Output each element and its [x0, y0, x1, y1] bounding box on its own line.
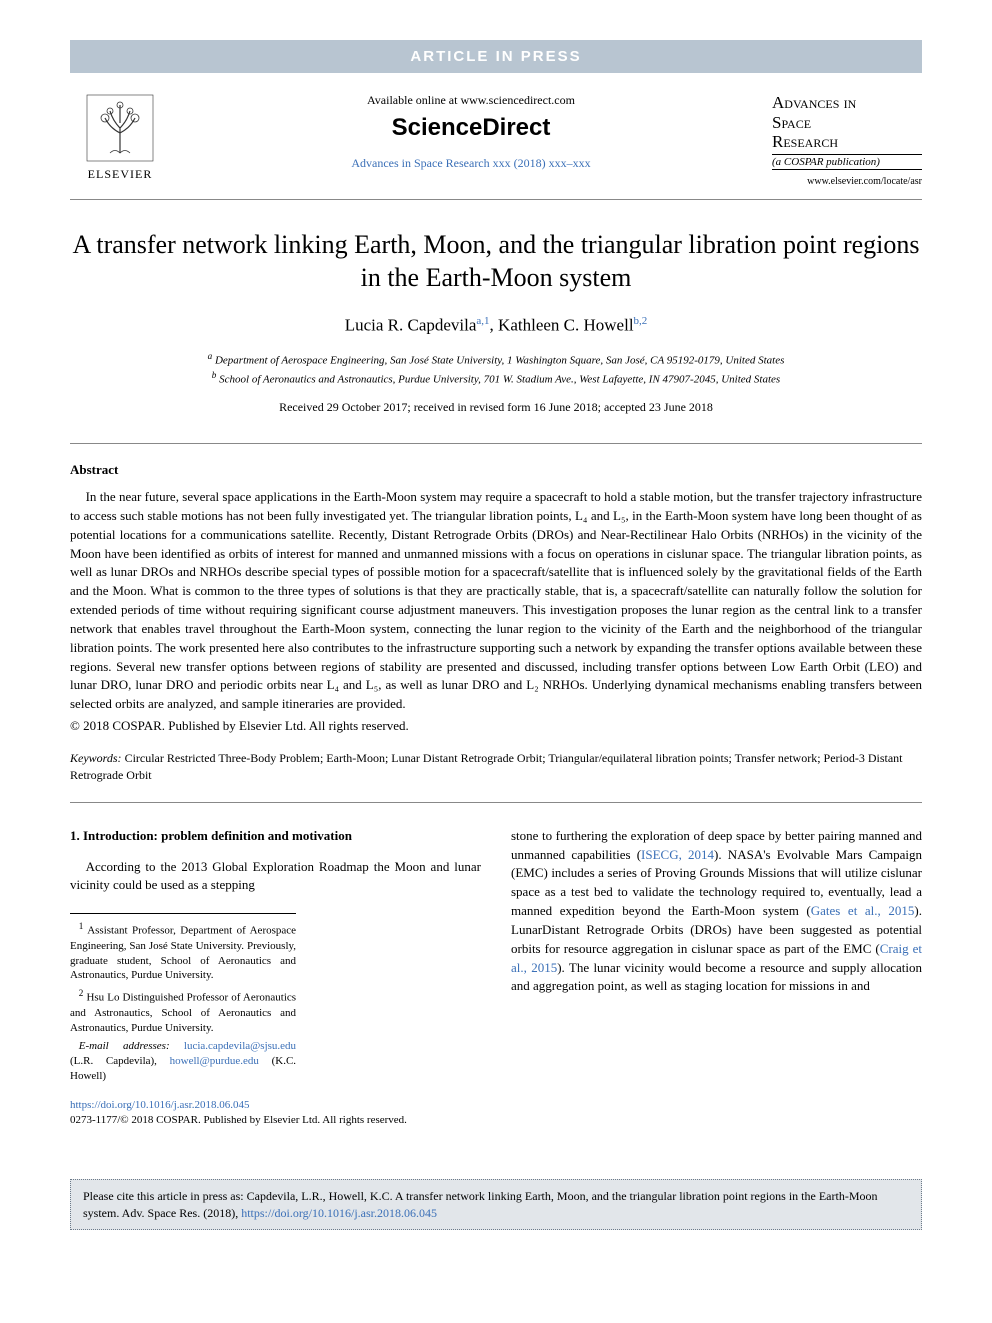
abstract-heading: Abstract: [70, 462, 922, 478]
journal-url: www.elsevier.com/locate/asr: [772, 176, 922, 187]
keywords-text: Circular Restricted Three-Body Problem; …: [70, 751, 903, 782]
email-name-1: (L.R. Capdevila),: [70, 1055, 157, 1067]
affiliation-b: School of Aeronautics and Astronautics, …: [219, 374, 780, 386]
journal-name-line3: Research: [772, 132, 838, 151]
ref-gates-2015[interactable]: Gates et al., 2015: [811, 903, 915, 918]
divider-bottom: [70, 802, 922, 803]
journal-header: ELSEVIER Available online at www.science…: [70, 93, 922, 200]
divider-top: [70, 443, 922, 444]
left-col-para-1: According to the 2013 Global Exploration…: [70, 858, 481, 896]
keywords-block: Keywords: Circular Restricted Three-Body…: [70, 750, 922, 784]
abstract-body: In the near future, several space applic…: [70, 488, 922, 714]
email-label: E-mail addresses:: [79, 1040, 170, 1052]
author-1-affil-link[interactable]: a,1: [476, 315, 489, 327]
author-1-name: Lucia R. Capdevila: [345, 316, 477, 335]
publisher-block: ELSEVIER: [70, 93, 170, 182]
article-title: A transfer network linking Earth, Moon, …: [70, 228, 922, 296]
body-columns: 1. Introduction: problem definition and …: [70, 827, 922, 1129]
affiliations: a Department of Aerospace Engineering, S…: [70, 350, 922, 388]
journal-citation-link[interactable]: Advances in Space Research xxx (2018) xx…: [351, 156, 590, 170]
ref-isecg-2014[interactable]: ISECG, 2014: [641, 847, 714, 862]
journal-name-line2: Space: [772, 113, 811, 132]
journal-title-block: Advances in Space Research (a COSPAR pub…: [772, 93, 922, 187]
right-col-para-1: stone to furthering the exploration of d…: [511, 827, 922, 997]
journal-subtitle: (a COSPAR publication): [772, 154, 922, 170]
journal-name-line1: Advances in: [772, 93, 856, 112]
doi-block: https://doi.org/10.1016/j.asr.2018.06.04…: [70, 1098, 481, 1129]
right-col-text-d: ). The lunar vicinity would become a res…: [511, 960, 922, 994]
footnote-2: Hsu Lo Distinguished Professor of Aerona…: [70, 992, 296, 1034]
email-link-2[interactable]: howell@purdue.edu: [170, 1055, 259, 1067]
article-in-press-banner: ARTICLE IN PRESS: [70, 40, 922, 73]
issn-copyright: 0273-1177/© 2018 COSPAR. Published by El…: [70, 1114, 407, 1126]
keywords-label: Keywords:: [70, 751, 122, 765]
email-link-1[interactable]: lucia.capdevila@sjsu.edu: [184, 1040, 296, 1052]
footnote-1: Assistant Professor, Department of Aeros…: [70, 925, 296, 982]
publisher-name: ELSEVIER: [88, 167, 153, 182]
author-2-name: Kathleen C. Howell: [498, 316, 634, 335]
left-column: 1. Introduction: problem definition and …: [70, 827, 481, 1129]
section-1-heading: 1. Introduction: problem definition and …: [70, 827, 481, 846]
copyright-line: © 2018 COSPAR. Published by Elsevier Ltd…: [70, 718, 922, 734]
authors-line: Lucia R. Capdevilaa,1, Kathleen C. Howel…: [70, 315, 922, 336]
sciencedirect-logo: ScienceDirect: [190, 114, 752, 142]
article-dates: Received 29 October 2017; received in re…: [70, 400, 922, 415]
header-center: Available online at www.sciencedirect.co…: [170, 93, 772, 171]
citation-doi-link[interactable]: https://doi.org/10.1016/j.asr.2018.06.04…: [241, 1206, 437, 1220]
doi-link[interactable]: https://doi.org/10.1016/j.asr.2018.06.04…: [70, 1099, 249, 1111]
affiliation-a: Department of Aerospace Engineering, San…: [215, 355, 784, 367]
footnotes-block: 1 Assistant Professor, Department of Aer…: [70, 913, 296, 1084]
author-2-affil-link[interactable]: b,2: [634, 315, 648, 327]
citation-text: Please cite this article in press as: Ca…: [83, 1189, 878, 1220]
available-online-text: Available online at www.sciencedirect.co…: [190, 93, 752, 108]
right-column: stone to furthering the exploration of d…: [511, 827, 922, 1129]
citation-box: Please cite this article in press as: Ca…: [70, 1179, 922, 1231]
elsevier-tree-logo: [85, 93, 155, 163]
